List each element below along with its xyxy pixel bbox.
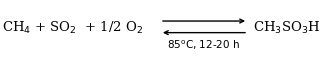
Text: CH$_4$ + SO$_2$  + 1/2 O$_2$: CH$_4$ + SO$_2$ + 1/2 O$_2$ [2, 19, 143, 35]
Text: 85$^\mathrm{o}$C, 12-20 h: 85$^\mathrm{o}$C, 12-20 h [167, 38, 241, 51]
Text: CH$_3$SO$_3$H: CH$_3$SO$_3$H [253, 19, 320, 35]
